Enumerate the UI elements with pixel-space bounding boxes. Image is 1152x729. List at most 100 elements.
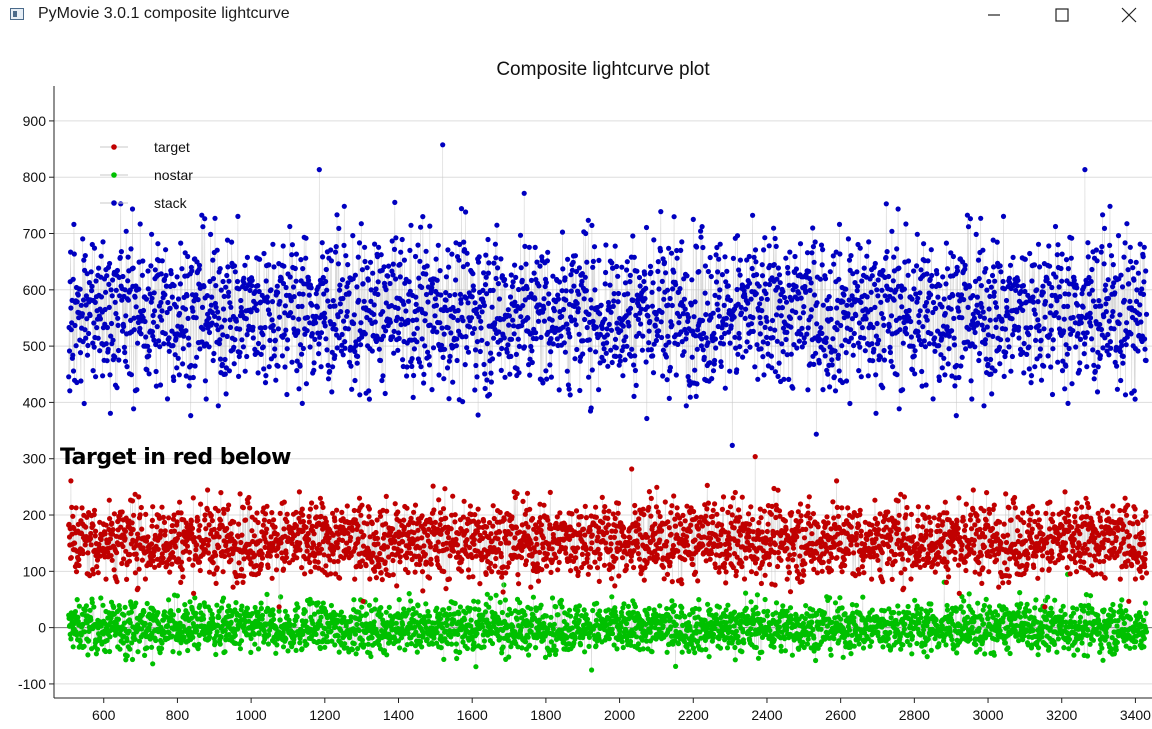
data-point-target: [796, 571, 803, 577]
data-point-target: [205, 542, 211, 548]
data-point-nostar: [508, 610, 514, 617]
data-point-nostar: [315, 600, 321, 606]
data-point-nostar: [85, 652, 91, 658]
data-point-nostar: [566, 607, 573, 613]
data-point-nostar: [294, 614, 300, 620]
data-point-target: [605, 515, 611, 521]
data-point-nostar: [724, 645, 731, 651]
data-point-nostar: [583, 612, 589, 618]
data-point-nostar: [1060, 603, 1066, 609]
data-point-target: [189, 525, 196, 531]
data-point-nostar: [408, 598, 414, 604]
data-point-nostar: [755, 610, 761, 617]
data-point-target: [317, 495, 323, 501]
data-point-target: [621, 525, 627, 531]
data-point-nostar: [525, 634, 531, 640]
data-point-target: [276, 604, 282, 610]
data-point-target: [436, 497, 442, 503]
data-point-nostar: [100, 602, 106, 608]
data-point-target: [814, 570, 821, 576]
data-point-target: [646, 504, 652, 511]
data-point-nostar: [157, 650, 163, 656]
data-point-target: [605, 522, 612, 528]
data-point-target: [746, 534, 752, 540]
data-point-nostar: [614, 646, 620, 652]
data-point-target: [177, 499, 183, 505]
data-point-target: [682, 518, 688, 524]
data-point-target: [160, 555, 166, 561]
data-point-target: [557, 510, 563, 516]
minimize-button[interactable]: [971, 0, 1017, 30]
data-point-nostar: [116, 603, 122, 609]
data-point-target: [665, 519, 671, 525]
data-point-nostar: [593, 643, 599, 649]
data-point-target: [348, 534, 354, 541]
data-point-target: [142, 576, 148, 582]
data-point-nostar: [320, 631, 326, 637]
data-point-nostar: [753, 604, 759, 611]
data-point-nostar: [732, 644, 738, 651]
data-point-nostar: [251, 631, 257, 638]
data-point-target: [271, 517, 277, 523]
data-point-nostar: [237, 613, 243, 619]
data-point-nostar: [1084, 653, 1091, 659]
data-point-target: [627, 535, 633, 541]
data-point-target: [481, 518, 487, 524]
data-point-nostar: [900, 642, 906, 648]
data-point-target: [705, 500, 712, 506]
data-point-nostar: [348, 618, 354, 624]
data-point-nostar: [393, 620, 399, 626]
data-point-nostar: [197, 602, 203, 608]
data-point-nostar: [187, 599, 193, 605]
data-point-target: [245, 500, 251, 506]
data-point-nostar: [880, 644, 886, 650]
data-point-nostar: [909, 651, 915, 657]
data-point-target: [619, 555, 626, 561]
data-point-target: [506, 560, 512, 566]
data-point-nostar: [86, 638, 92, 644]
data-point-nostar: [482, 609, 489, 615]
data-point-nostar: [159, 645, 165, 652]
data-point-target: [719, 522, 725, 528]
data-point-nostar: [1032, 605, 1038, 611]
data-point-target: [528, 584, 534, 590]
data-point-target: [412, 569, 418, 575]
data-point-target: [673, 523, 679, 529]
data-point-nostar: [609, 626, 615, 632]
data-point-nostar: [741, 640, 747, 646]
data-point-target: [297, 540, 303, 546]
data-point-target: [129, 498, 136, 504]
data-point-target: [390, 572, 396, 578]
data-point-nostar: [335, 633, 341, 639]
data-point-nostar: [832, 600, 839, 606]
data-point-nostar: [1030, 627, 1036, 633]
data-point-nostar: [127, 646, 133, 652]
data-point-target: [540, 545, 546, 551]
data-point-target: [170, 550, 176, 556]
data-point-target: [294, 555, 300, 561]
data-point-target: [687, 528, 693, 534]
data-point-nostar: [514, 616, 520, 622]
data-point-nostar: [232, 632, 238, 639]
data-point-nostar: [107, 648, 113, 655]
close-button[interactable]: [1106, 0, 1152, 30]
data-point-target: [358, 512, 364, 518]
data-point-nostar: [128, 609, 134, 615]
data-point-nostar: [944, 607, 951, 613]
data-point-target: [691, 508, 697, 515]
data-point-target: [87, 536, 94, 542]
data-point-nostar: [530, 594, 537, 600]
data-point-nostar: [885, 636, 891, 642]
data-point-target: [710, 507, 716, 513]
data-point-target: [428, 556, 434, 563]
data-point-nostar: [506, 654, 512, 660]
data-point-target: [447, 553, 453, 559]
data-point-target: [797, 553, 803, 559]
data-point-nostar: [1033, 597, 1039, 603]
data-point-nostar: [408, 641, 414, 647]
data-point-nostar: [222, 627, 228, 634]
data-point-target: [428, 561, 434, 567]
data-point-target: [358, 563, 364, 570]
maximize-button[interactable]: [1039, 0, 1085, 30]
